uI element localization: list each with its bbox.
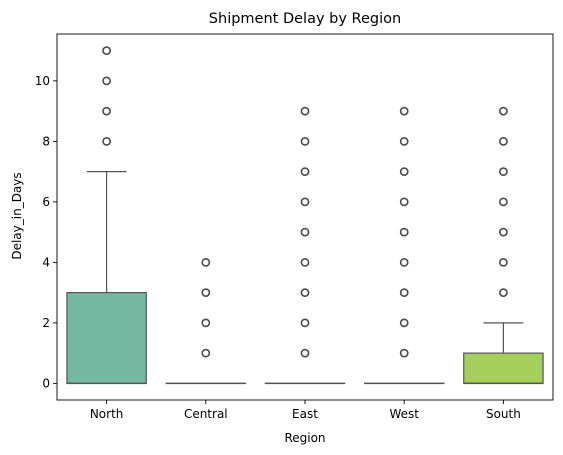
outlier-point-west [399,167,409,177]
y-tick-label: 2 [42,316,50,330]
chart-title: Shipment Delay by Region [209,11,401,27]
outlier-point-west [399,197,409,207]
outlier-point-south [498,136,508,146]
x-axis-label: Region [284,431,325,445]
outlier-point-east [300,227,310,237]
x-tick-label: South [486,407,521,421]
outlier-point-east [300,106,310,116]
outlier-point-south [498,288,508,298]
outlier-point-central [201,348,211,358]
outlier-point-central [201,318,211,328]
x-tick-label: North [90,407,124,421]
outlier-point-east [300,257,310,267]
outlier-point-east [300,197,310,207]
outlier-point-north [102,106,111,116]
y-axis-label: Delay_in_Days [10,172,24,259]
outlier-point-east [300,348,310,358]
outlier-point-south [498,197,508,207]
y-tick-label: 6 [42,195,50,209]
outlier-point-south [498,106,508,116]
outlier-point-north [102,136,111,146]
outlier-point-west [399,106,409,116]
box-south [463,352,544,384]
outlier-point-west [399,257,409,267]
outlier-point-north [102,46,111,56]
y-tick-label: 4 [42,255,50,269]
y-tick-label: 0 [42,376,50,390]
plot-area: 0 2 4 6 8 10 North Central East West South [35,33,554,421]
x-tick-label: West [389,407,419,421]
y-tick-label: 8 [42,134,50,148]
outlier-point-west [399,318,409,328]
outlier-point-south [498,227,508,237]
outlier-point-west [399,136,409,146]
outlier-point-central [201,288,211,298]
x-tick-label: East [292,407,318,421]
outlier-point-south [498,167,508,177]
y-tick-label: 10 [35,74,50,88]
box-north [66,292,147,384]
outlier-point-south [498,257,508,267]
outlier-point-east [300,167,310,177]
x-tick-label: Central [184,407,228,421]
outlier-point-north [102,76,111,86]
outlier-point-west [399,288,409,298]
outlier-point-east [300,136,310,146]
outlier-point-west [399,227,409,237]
outlier-point-west [399,348,409,358]
outlier-point-east [300,288,310,298]
outlier-point-east [300,318,310,328]
outlier-point-central [201,257,211,267]
